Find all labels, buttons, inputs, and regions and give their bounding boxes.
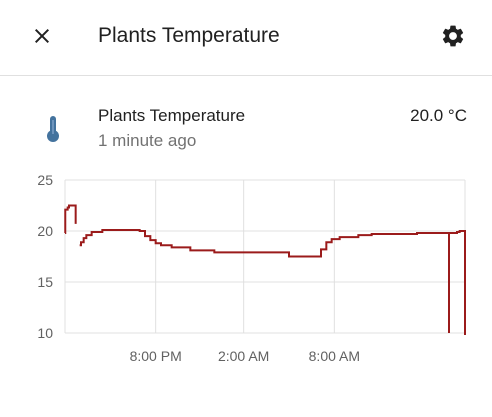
dialog-header: Plants Temperature: [0, 0, 492, 76]
x-tick-label: 8:00 PM: [130, 348, 182, 364]
entity-row: Plants Temperature 1 minute ago 20.0 °C: [0, 96, 492, 156]
entity-last-changed: 1 minute ago: [98, 131, 197, 150]
close-button[interactable]: [22, 16, 62, 56]
temperature-series-line[interactable]: [64, 204, 77, 235]
history-chart-svg: 25 20 15 10 8:00 PM 2:00 AM 8:00 AM: [37, 172, 466, 364]
y-tick-label: 10: [37, 325, 53, 341]
history-chart: 25 20 15 10 8:00 PM 2:00 AM 8:00 AM: [0, 165, 492, 375]
x-tick-label: 8:00 AM: [309, 348, 360, 364]
entity-state: 20.0 °C: [410, 106, 467, 125]
y-tick-label: 25: [37, 172, 53, 188]
x-tick-label: 2:00 AM: [218, 348, 269, 364]
close-icon: [35, 29, 49, 43]
y-tick-label: 15: [37, 274, 53, 290]
entity-name: Plants Temperature: [98, 106, 246, 125]
settings-button[interactable]: [433, 16, 473, 56]
thermometer-icon: [47, 116, 59, 142]
y-tick-label: 20: [37, 223, 53, 239]
dialog-title: Plants Temperature: [98, 24, 280, 47]
temperature-series-line[interactable]: [79, 228, 466, 336]
gear-icon: [442, 25, 464, 47]
